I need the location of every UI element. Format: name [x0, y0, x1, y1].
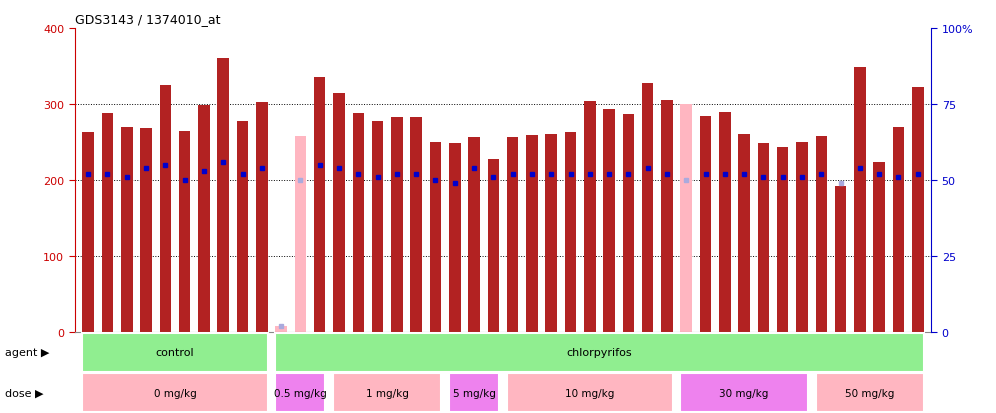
Text: agent ▶: agent ▶: [5, 347, 50, 357]
Bar: [873, 162, 885, 332]
Text: chlorpyrifos: chlorpyrifos: [567, 347, 632, 357]
Bar: [410, 118, 422, 332]
Bar: [429, 142, 441, 332]
Bar: [179, 131, 190, 332]
Bar: [102, 114, 114, 332]
Bar: [159, 86, 171, 332]
Bar: [835, 187, 847, 332]
Bar: [295, 137, 306, 332]
Text: control: control: [155, 347, 194, 357]
Bar: [719, 112, 731, 332]
Text: 50 mg/kg: 50 mg/kg: [845, 388, 894, 398]
Bar: [237, 121, 248, 332]
Text: 0 mg/kg: 0 mg/kg: [153, 388, 196, 398]
Bar: [526, 136, 538, 332]
FancyBboxPatch shape: [83, 373, 268, 412]
FancyBboxPatch shape: [334, 373, 441, 412]
Bar: [121, 128, 132, 332]
Bar: [449, 144, 460, 332]
Bar: [565, 133, 577, 332]
Bar: [507, 138, 518, 332]
Bar: [604, 110, 615, 332]
FancyBboxPatch shape: [83, 333, 268, 372]
Bar: [892, 128, 904, 332]
Bar: [796, 142, 808, 332]
FancyBboxPatch shape: [507, 373, 672, 412]
FancyBboxPatch shape: [275, 373, 326, 412]
Bar: [661, 101, 672, 332]
Text: 30 mg/kg: 30 mg/kg: [719, 388, 769, 398]
Bar: [372, 121, 383, 332]
Bar: [275, 326, 287, 332]
Bar: [584, 102, 596, 332]
Text: GDS3143 / 1374010_at: GDS3143 / 1374010_at: [75, 13, 220, 26]
Bar: [816, 137, 827, 332]
FancyBboxPatch shape: [449, 373, 499, 412]
Text: dose ▶: dose ▶: [5, 388, 44, 398]
FancyBboxPatch shape: [816, 373, 923, 412]
Bar: [641, 83, 653, 332]
Bar: [468, 138, 480, 332]
Bar: [256, 103, 268, 332]
Bar: [700, 117, 711, 332]
Bar: [855, 68, 866, 332]
Bar: [353, 114, 365, 332]
Bar: [912, 88, 923, 332]
Bar: [140, 129, 151, 332]
Bar: [217, 59, 229, 332]
Bar: [546, 134, 557, 332]
Text: 10 mg/kg: 10 mg/kg: [565, 388, 615, 398]
Bar: [680, 105, 692, 332]
Bar: [777, 147, 789, 332]
Text: 5 mg/kg: 5 mg/kg: [452, 388, 495, 398]
Bar: [198, 105, 210, 332]
Bar: [622, 114, 634, 332]
Bar: [314, 78, 326, 332]
FancyBboxPatch shape: [680, 373, 808, 412]
Bar: [758, 144, 769, 332]
FancyBboxPatch shape: [275, 333, 923, 372]
Text: 0.5 mg/kg: 0.5 mg/kg: [274, 388, 327, 398]
Bar: [83, 133, 94, 332]
Bar: [738, 134, 750, 332]
Bar: [391, 118, 402, 332]
Bar: [334, 93, 345, 332]
Bar: [488, 159, 499, 332]
Text: 1 mg/kg: 1 mg/kg: [366, 388, 408, 398]
